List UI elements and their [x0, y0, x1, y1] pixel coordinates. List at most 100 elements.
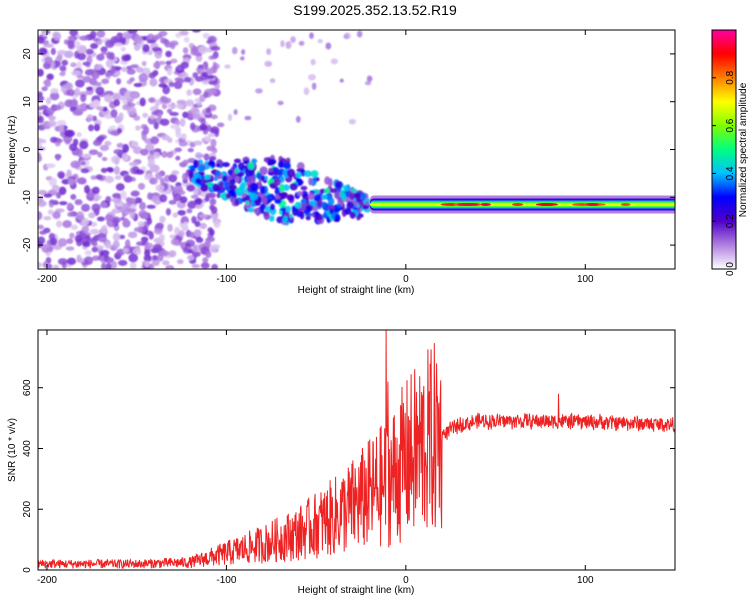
heatmap-noise-blob [120, 46, 126, 52]
heatmap-noise-blob [160, 250, 170, 257]
heatmap-drift-blob [296, 190, 303, 196]
heatmap-noise-blob [277, 100, 284, 106]
heatmap-noise-blob [244, 115, 252, 121]
heatmap-noise-blob [59, 71, 66, 77]
heatmap-noise-blob [112, 232, 121, 242]
heatmap-noise-blob [55, 153, 61, 161]
heatmap-noise-blob [142, 112, 149, 118]
heatmap-noise-blob [167, 137, 173, 143]
heatmap-drift-blob [256, 172, 262, 180]
heatmap-noise-blob [264, 60, 273, 67]
heatmap-x-tick-label: 0 [403, 274, 409, 285]
heatmap-noise-blob [104, 175, 115, 184]
heatmap-noise-blob [182, 111, 189, 119]
heatmap-noise-blob [198, 45, 208, 54]
heatmap-carrier-peak [620, 202, 631, 206]
heatmap-noise-blob [71, 70, 82, 77]
colorbar-gradient [712, 30, 736, 269]
heatmap-noise-blob [151, 255, 159, 262]
heatmap-noise-blob [41, 30, 48, 37]
heatmap-noise-blob [203, 91, 209, 98]
heatmap-noise-blob [112, 208, 119, 214]
heatmap-noise-blob [38, 115, 44, 124]
heatmap-noise-blob [310, 58, 316, 66]
heatmap-noise-blob [55, 220, 63, 228]
heatmap-noise-blob [50, 88, 59, 94]
heatmap-noise-blob [115, 183, 125, 191]
heatmap-drift-blob [295, 171, 302, 179]
heatmap-noise-blob [182, 47, 189, 54]
heatmap-noise-blob [79, 35, 89, 41]
heatmap-noise-blob [81, 153, 92, 159]
heatmap-noise-blob [192, 88, 202, 96]
heatmap-noise-blob [53, 31, 62, 41]
heatmap-noise-blob [133, 115, 141, 121]
heatmap-noise-blob [183, 36, 190, 43]
heatmap-drift-blob [334, 190, 341, 200]
heatmap-noise-blob [65, 246, 75, 251]
heatmap-noise-blob [38, 95, 45, 102]
heatmap-drift-blob [358, 201, 364, 206]
heatmap-drift-blob [344, 208, 352, 215]
heatmap-noise-blob [100, 167, 108, 173]
heatmap-noise-blob [303, 87, 310, 96]
heatmap-noise-blob [186, 254, 195, 261]
heatmap-noise-blob [38, 189, 48, 196]
heatmap-noise-blob [200, 118, 206, 126]
heatmap-noise-blob [199, 213, 208, 219]
heatmap-noise-blob [168, 81, 175, 88]
snr-y-label: SNR (10 * v/v) [7, 418, 18, 482]
heatmap-noise-blob [70, 160, 81, 169]
heatmap-noise-blob [185, 100, 195, 107]
heatmap-x-label: Height of straight line (km) [298, 285, 415, 296]
heatmap-noise-blob [207, 88, 218, 95]
heatmap-drift-blob [228, 183, 236, 190]
snr-x-tick-label: -100 [216, 575, 236, 586]
heatmap-noise-blob [38, 47, 48, 56]
heatmap-noise-blob [104, 214, 114, 222]
snr-y-tick-label: 400 [22, 440, 33, 457]
heatmap-noise-blob [152, 243, 163, 252]
heatmap-noise-blob [194, 220, 201, 228]
heatmap-drift-blob [283, 184, 290, 191]
heatmap-noise-blob [148, 72, 156, 79]
heatmap-noise-blob [38, 106, 44, 111]
heatmap-drift-blob [219, 193, 227, 199]
heatmap-noise-blob [139, 201, 146, 211]
heatmap-drift-blob [193, 172, 200, 177]
heatmap-noise-blob [127, 106, 137, 116]
heatmap-noise-blob [104, 241, 112, 249]
heatmap-noise-blob [95, 86, 105, 95]
heatmap-noise-blob [135, 125, 141, 131]
heatmap-noise-blob [126, 68, 136, 75]
heatmap-noise-blob [89, 30, 97, 39]
heatmap-drift-blob [259, 166, 268, 176]
heatmap-noise-blob [182, 159, 189, 165]
heatmap-noise-blob [192, 113, 201, 120]
heatmap-noise-blob [99, 144, 110, 152]
heatmap-drift-blob [235, 188, 242, 193]
heatmap-noise-blob [116, 142, 125, 149]
heatmap-noise-blob [59, 65, 67, 72]
heatmap-noise-blob [199, 222, 207, 230]
heatmap-drift-blob [301, 190, 309, 198]
heatmap-noise-blob [144, 242, 154, 249]
heatmap-noise-blob [115, 202, 123, 207]
heatmap-noise-blob [45, 163, 56, 169]
heatmap-noise-blob [140, 236, 149, 243]
heatmap-noise-blob [88, 149, 99, 156]
heatmap-drift-blob [263, 157, 270, 163]
heatmap-noise-blob [91, 255, 100, 261]
heatmap-drift-blob [222, 162, 230, 168]
heatmap-noise-blob [149, 177, 158, 185]
heatmap-noise-blob [317, 39, 323, 44]
heatmap-noise-blob [88, 124, 94, 132]
heatmap-drift-blob [233, 158, 242, 164]
heatmap-noise-blob [38, 211, 43, 221]
heatmap-noise-blob [192, 72, 199, 79]
heatmap-noise-blob [81, 217, 90, 226]
heatmap-drift-blob [215, 170, 221, 177]
heatmap-noise-blob [165, 208, 172, 216]
heatmap-noise-blob [74, 199, 83, 206]
heatmap-noise-blob [143, 125, 150, 135]
